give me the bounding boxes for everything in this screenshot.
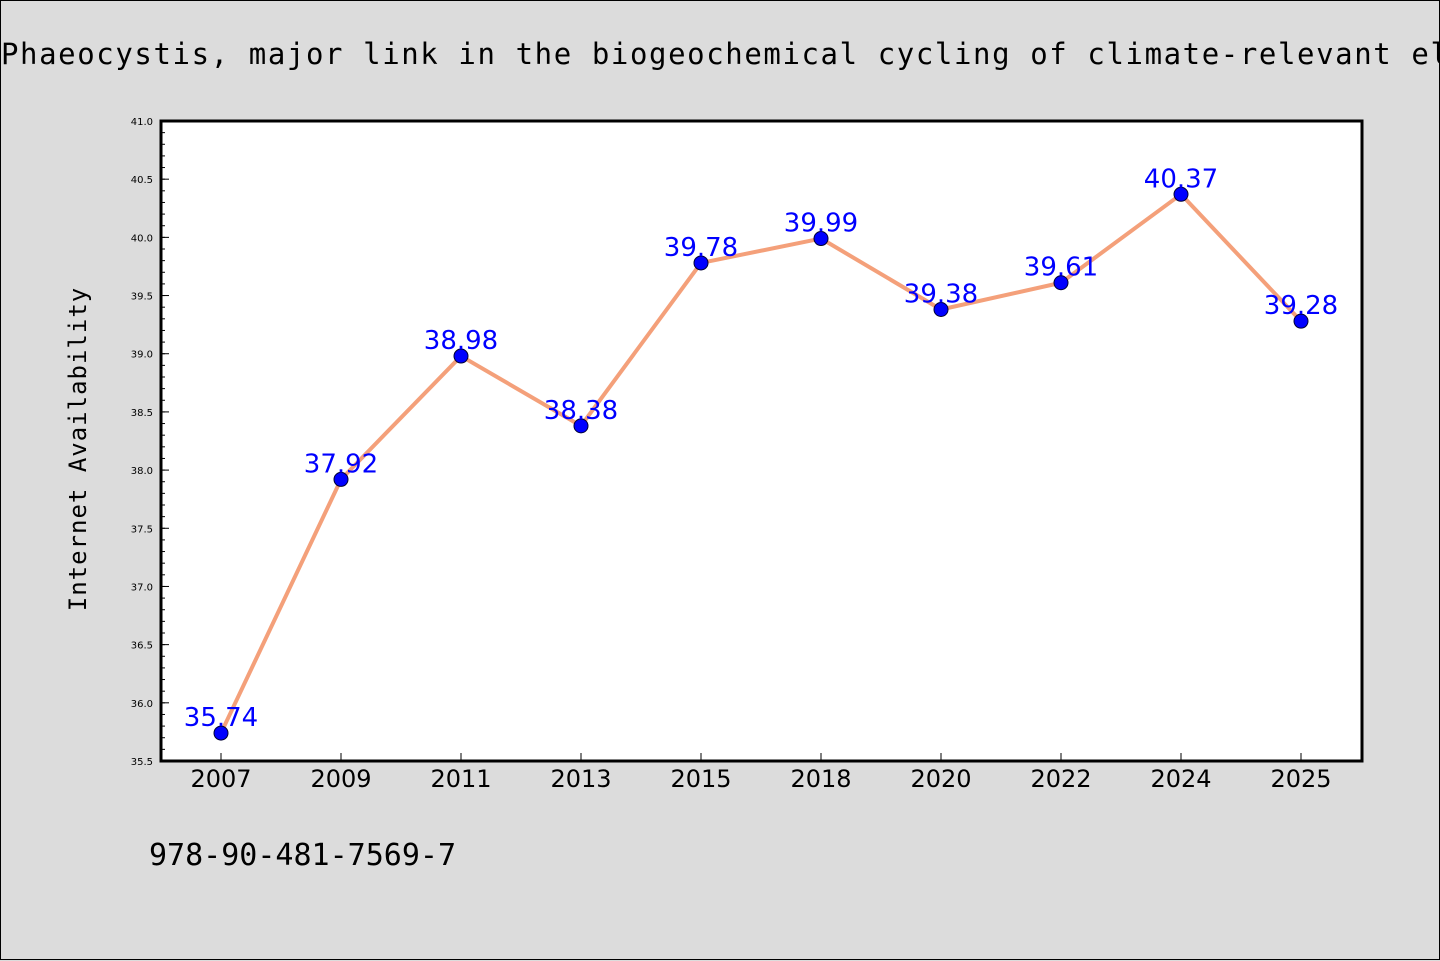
- x-tick-label: 2022: [1030, 765, 1091, 793]
- x-tick-label: 2020: [910, 765, 971, 793]
- x-axis: 2007 2009 2011 2013 2015 2018 2020 2022 2024 2025: [190, 753, 1332, 793]
- x-tick-label: 2024: [1150, 765, 1211, 793]
- data-label: 37.92: [304, 449, 378, 479]
- y-tick-label: 39.5: [131, 292, 153, 303]
- x-tick-label: 2007: [190, 765, 251, 793]
- data-label: 38.38: [544, 396, 618, 426]
- data-label: 39.38: [904, 280, 978, 310]
- data-label: 39.99: [784, 209, 858, 239]
- x-tick-label: 2009: [310, 765, 371, 793]
- y-tick-label: 37.0: [131, 582, 153, 593]
- series-layer: 35.74 37.92 38.98 38.38 39.78 39.99 39.38 39.61…: [184, 164, 1338, 741]
- data-point: [693, 255, 709, 271]
- isbn-footer: 978-90-481-7569-7: [149, 838, 456, 873]
- plot-area: [159, 119, 1364, 763]
- y-axis: 35.5 36.0 36.5 37.0 37.5 38.0 38.5 39.0 39.5 40.0…: [131, 117, 169, 768]
- data-point: [453, 348, 469, 364]
- data-label: 40.37: [1144, 164, 1218, 194]
- data-point: [813, 231, 829, 247]
- y-tick-label: 41.0: [131, 117, 153, 128]
- data-label: 38.98: [424, 326, 498, 356]
- y-tick-label: 36.0: [131, 699, 153, 710]
- data-point: [213, 725, 229, 741]
- data-point: [333, 471, 349, 487]
- data-point: [573, 418, 589, 434]
- x-tick-label: 2011: [430, 765, 491, 793]
- data-label: 39.78: [664, 233, 738, 263]
- data-point: [1173, 186, 1189, 202]
- x-tick-label: 2018: [790, 765, 851, 793]
- data-point: [1053, 275, 1069, 291]
- y-tick-label: 40.0: [131, 233, 153, 244]
- y-tick-label: 36.5: [131, 641, 153, 652]
- data-label: 39.61: [1024, 253, 1098, 283]
- y-tick-label: 37.5: [131, 524, 153, 535]
- data-point: [933, 302, 949, 318]
- series-line: [219, 192, 1303, 734]
- y-tick-label: 40.5: [131, 175, 153, 186]
- y-axis-label: Internet Availability: [64, 287, 92, 611]
- data-point: [1293, 313, 1309, 329]
- x-tick-label: 2025: [1270, 765, 1331, 793]
- chart-title: Phaeocystis, major link in the biogeoche…: [1, 37, 1440, 71]
- x-tick-label: 2015: [670, 765, 731, 793]
- y-tick-label: 38.5: [131, 408, 153, 419]
- y-tick-label: 38.0: [131, 466, 153, 477]
- y-tick-label: 39.0: [131, 350, 153, 361]
- y-tick-label: 35.5: [131, 757, 153, 768]
- data-label: 35.74: [184, 703, 258, 733]
- x-tick-label: 2013: [550, 765, 611, 793]
- data-label: 39.28: [1264, 291, 1338, 321]
